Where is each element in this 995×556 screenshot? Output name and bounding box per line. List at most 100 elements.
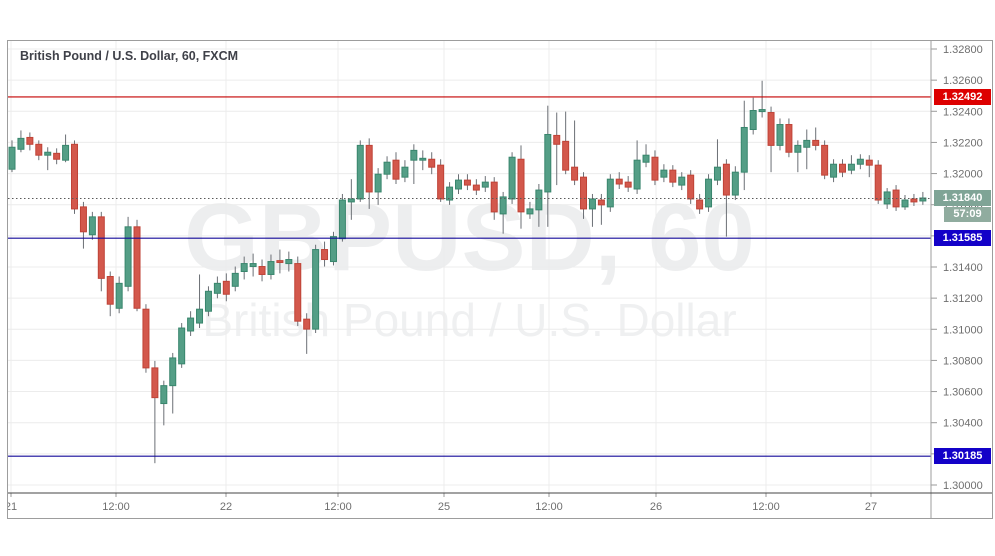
time-gridlines: 21 12:00 22 12:00 25 12:00 26 12:00 27 bbox=[8, 41, 877, 513]
candle bbox=[169, 352, 177, 414]
candle bbox=[392, 152, 400, 185]
candle bbox=[794, 140, 802, 173]
candle bbox=[499, 191, 507, 234]
candle bbox=[776, 118, 784, 151]
candle bbox=[660, 164, 668, 183]
candle bbox=[696, 193, 704, 214]
candle bbox=[571, 120, 579, 186]
candle bbox=[321, 241, 329, 267]
candle bbox=[847, 155, 855, 175]
price-label-support-2: 1.30185 bbox=[934, 448, 991, 464]
time-tick-label: 21 bbox=[8, 501, 17, 513]
candle bbox=[71, 140, 79, 214]
candle bbox=[133, 219, 141, 312]
candle bbox=[187, 311, 195, 336]
time-axis[interactable] bbox=[8, 493, 931, 518]
candle bbox=[428, 152, 436, 175]
candle bbox=[8, 140, 16, 173]
candle bbox=[285, 251, 293, 272]
candle bbox=[365, 138, 373, 209]
price-tick-label: 1.32400 bbox=[943, 106, 983, 118]
time-tick-label: 12:00 bbox=[324, 501, 352, 513]
time-tick-label: 12:00 bbox=[535, 501, 563, 513]
candle bbox=[294, 256, 302, 327]
candle bbox=[97, 211, 105, 292]
candle bbox=[678, 172, 686, 191]
candle bbox=[374, 168, 382, 205]
chart-widget: GBPUSD, 60 British Pound / U.S. Dollar 1… bbox=[7, 40, 993, 519]
candle bbox=[142, 304, 150, 373]
candle bbox=[856, 154, 864, 170]
candle bbox=[803, 129, 811, 170]
candle bbox=[338, 193, 346, 242]
candle bbox=[88, 211, 96, 240]
candle bbox=[481, 176, 489, 192]
candlestick-plot[interactable]: 1.32800 1.32600 1.32400 1.32200 1.32000 1.318… bbox=[8, 41, 992, 518]
candle bbox=[196, 274, 204, 329]
candle bbox=[106, 271, 114, 317]
candle bbox=[329, 231, 337, 266]
candle bbox=[526, 201, 534, 219]
candle bbox=[713, 139, 721, 186]
candle bbox=[303, 313, 311, 354]
candle bbox=[722, 159, 730, 237]
candle bbox=[490, 177, 498, 220]
candle bbox=[508, 152, 516, 204]
candle bbox=[901, 195, 909, 210]
candle bbox=[178, 323, 186, 368]
candle bbox=[517, 145, 525, 229]
candle bbox=[44, 147, 52, 171]
price-tick-label: 1.32200 bbox=[943, 137, 983, 149]
candle bbox=[606, 174, 614, 212]
price-tick-label: 1.30600 bbox=[943, 387, 983, 399]
candle bbox=[758, 80, 766, 118]
time-tick-label: 12:00 bbox=[752, 501, 780, 513]
candle bbox=[472, 179, 480, 196]
candle bbox=[821, 140, 829, 180]
candle bbox=[312, 244, 320, 334]
candle bbox=[812, 127, 820, 151]
candle bbox=[580, 172, 588, 219]
time-tick-label: 12:00 bbox=[102, 501, 130, 513]
price-tick-label: 1.30000 bbox=[943, 480, 983, 492]
time-tick-label: 22 bbox=[220, 501, 232, 513]
price-tick-label: 1.31400 bbox=[943, 262, 983, 274]
price-label-resistance: 1.32492 bbox=[934, 89, 991, 105]
candle bbox=[356, 140, 364, 202]
candle bbox=[124, 216, 132, 292]
candle bbox=[401, 160, 409, 183]
candle bbox=[455, 174, 462, 194]
candle bbox=[785, 118, 793, 158]
time-tick-label: 27 bbox=[865, 501, 877, 513]
candle bbox=[446, 182, 454, 205]
candle bbox=[883, 188, 891, 209]
price-axis[interactable] bbox=[931, 41, 992, 493]
candle bbox=[53, 148, 61, 165]
chart-legend[interactable]: British Pound / U.S. Dollar, 60, FXCM bbox=[20, 49, 239, 63]
candles-layer bbox=[8, 80, 927, 464]
price-tick-label: 1.31200 bbox=[943, 293, 983, 305]
candle bbox=[26, 132, 34, 151]
price-gridlines: 1.328001.326001.324001.322001.320001.318… bbox=[8, 44, 983, 492]
candle bbox=[544, 105, 552, 227]
candle bbox=[213, 276, 221, 299]
candle bbox=[919, 191, 927, 205]
candle bbox=[687, 170, 695, 204]
candle bbox=[731, 166, 739, 201]
candle bbox=[204, 286, 212, 317]
candle bbox=[624, 176, 632, 192]
candle bbox=[115, 276, 123, 314]
price-tick-label: 1.32600 bbox=[943, 75, 983, 87]
candle bbox=[249, 253, 257, 277]
candle bbox=[865, 155, 873, 178]
candle bbox=[597, 193, 605, 225]
candle bbox=[669, 165, 677, 188]
candle bbox=[740, 100, 748, 191]
candle bbox=[419, 150, 427, 171]
candle bbox=[62, 134, 70, 163]
time-tick-label: 25 bbox=[438, 501, 450, 513]
candle bbox=[222, 273, 230, 302]
candle bbox=[705, 174, 713, 212]
candle bbox=[633, 140, 641, 194]
price-tick-label: 1.30800 bbox=[943, 355, 983, 367]
